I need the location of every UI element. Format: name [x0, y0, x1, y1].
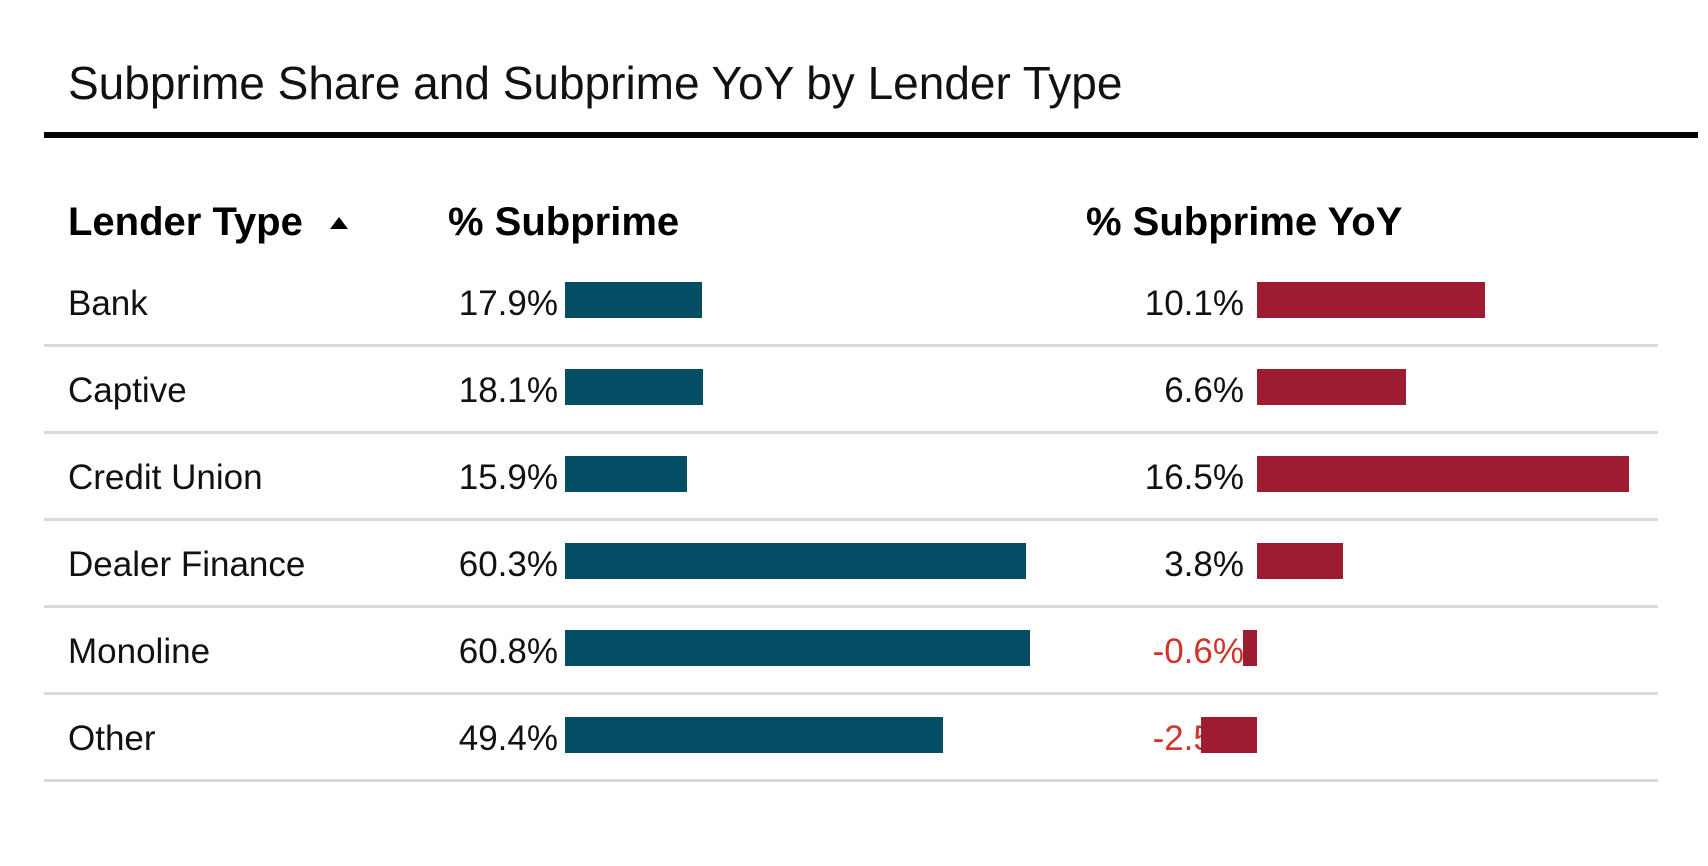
subprime-bar [565, 456, 687, 492]
table-row: Other 49.4% -2.5% [44, 695, 1658, 782]
subprime-yoy-value-label: -0.6% [1152, 632, 1244, 671]
subprime-yoy-bar [1257, 369, 1406, 405]
subprime-bar [565, 717, 943, 753]
chart-title: Subprime Share and Subprime YoY by Lende… [68, 57, 1123, 109]
subprime-value-label: 49.4% [458, 719, 558, 758]
subprime-value-label: 60.3% [458, 545, 558, 584]
header-lender-type[interactable]: Lender Type [68, 200, 303, 244]
row-divider [44, 431, 1658, 434]
subprime-value-label: 60.8% [458, 632, 558, 671]
subprime-bar [565, 282, 702, 318]
subprime-yoy-bar [1257, 456, 1629, 492]
row-divider [44, 344, 1658, 347]
row-divider [44, 605, 1658, 608]
lender-type-label: Other [68, 719, 156, 758]
table-row: Monoline 60.8% -0.6% [44, 608, 1658, 695]
lender-type-label: Bank [68, 284, 148, 323]
subprime-yoy-bar [1243, 630, 1257, 666]
table-row: Captive 18.1% 6.6% [44, 347, 1658, 434]
subprime-yoy-value-label: 6.6% [1164, 371, 1244, 410]
subprime-yoy-bar [1200, 717, 1257, 753]
row-divider [44, 779, 1658, 782]
lender-type-label: Captive [68, 371, 187, 410]
title-divider [44, 132, 1698, 138]
subprime-yoy-value-label: 3.8% [1164, 545, 1244, 584]
subprime-yoy-value-label: 16.5% [1144, 458, 1244, 497]
header-subprime-yoy[interactable]: % Subprime YoY [1086, 200, 1403, 244]
header-subprime[interactable]: % Subprime [448, 200, 680, 244]
subprime-value-label: 15.9% [458, 458, 558, 497]
subprime-value-label: 17.9% [458, 284, 558, 323]
table-row: Credit Union 15.9% 16.5% [44, 434, 1658, 521]
table-row: Bank 17.9% 10.1% [44, 260, 1658, 347]
subprime-bar [565, 369, 704, 405]
subprime-bar [565, 630, 1030, 666]
lender-type-label: Dealer Finance [68, 545, 306, 584]
row-divider [44, 692, 1658, 695]
sort-ascending-icon[interactable] [330, 217, 348, 229]
lender-type-label: Monoline [68, 632, 211, 671]
lender-type-label: Credit Union [68, 458, 263, 497]
subprime-yoy-bar [1257, 543, 1343, 579]
subprime-yoy-value-label: 10.1% [1144, 284, 1244, 323]
subprime-yoy-bar [1257, 282, 1485, 318]
subprime-value-label: 18.1% [458, 371, 558, 410]
table-row: Dealer Finance 60.3% 3.8% [44, 521, 1658, 608]
row-divider [44, 518, 1658, 521]
subprime-bar [565, 543, 1027, 579]
